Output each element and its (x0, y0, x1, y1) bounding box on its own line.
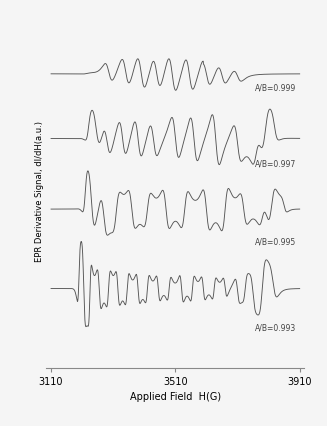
X-axis label: Applied Field  H(G): Applied Field H(G) (130, 392, 221, 403)
Text: A/B=0.997: A/B=0.997 (255, 159, 297, 168)
Text: A/B=0.995: A/B=0.995 (255, 237, 297, 246)
Y-axis label: EPR Derivative Signal, dI/dH(a.u.): EPR Derivative Signal, dI/dH(a.u.) (35, 121, 43, 262)
Text: A/B=0.993: A/B=0.993 (255, 324, 297, 333)
Text: A/B=0.999: A/B=0.999 (255, 83, 297, 92)
